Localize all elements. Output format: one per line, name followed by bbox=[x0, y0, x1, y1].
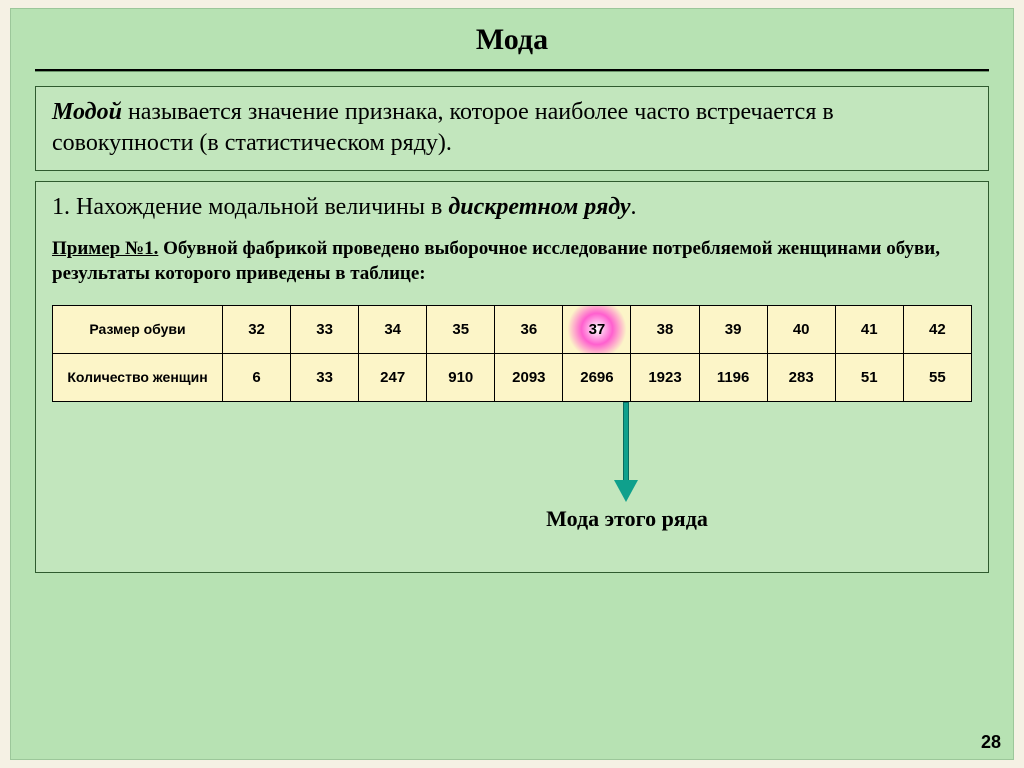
count-cell: 247 bbox=[359, 353, 427, 401]
count-cell: 283 bbox=[767, 353, 835, 401]
size-cell: 38 bbox=[631, 305, 699, 353]
main-box: 1. Нахождение модальной величины в дискр… bbox=[35, 181, 989, 572]
count-cell: 51 bbox=[835, 353, 903, 401]
count-cell: 2093 bbox=[495, 353, 563, 401]
row-label-counts: Количество женщин bbox=[53, 353, 223, 401]
count-cell: 33 bbox=[291, 353, 359, 401]
size-cell: 40 bbox=[767, 305, 835, 353]
definition-text: Модой называется значение признака, кото… bbox=[52, 97, 972, 158]
size-cell: 42 bbox=[903, 305, 971, 353]
count-cell: 1923 bbox=[631, 353, 699, 401]
size-cell: 33 bbox=[291, 305, 359, 353]
title-divider bbox=[35, 69, 989, 72]
arrow-region: Мода этого ряда bbox=[52, 402, 972, 552]
slide-title: Мода bbox=[35, 23, 989, 57]
size-cell: 32 bbox=[223, 305, 291, 353]
count-cell: 1196 bbox=[699, 353, 767, 401]
example-text: Пример №1. Обувной фабрикой проведено вы… bbox=[52, 237, 972, 286]
count-cell: 6 bbox=[223, 353, 291, 401]
row-label-sizes: Размер обуви bbox=[53, 305, 223, 353]
example-label: Пример №1. bbox=[52, 238, 158, 259]
size-cell: 39 bbox=[699, 305, 767, 353]
size-cell: 36 bbox=[495, 305, 563, 353]
title-block: Мода bbox=[11, 9, 1013, 63]
example-body: Обувной фабрикой проведено выборочное ис… bbox=[52, 238, 940, 284]
subheading: 1. Нахождение модальной величины в дискр… bbox=[52, 194, 972, 221]
definition-box: Модой называется значение признака, кото… bbox=[35, 86, 989, 171]
definition-rest: называется значение признака, которое на… bbox=[52, 99, 834, 156]
size-cell-mode: 37 bbox=[563, 305, 631, 353]
size-cell: 35 bbox=[427, 305, 495, 353]
slide: Мода Модой называется значение признака,… bbox=[10, 8, 1014, 760]
count-cell: 910 bbox=[427, 353, 495, 401]
arrow-label: Мода этого ряда bbox=[532, 506, 722, 532]
subhead-plain: 1. Нахождение модальной величины в bbox=[52, 194, 448, 220]
table-row: Количество женщин 6 33 247 910 2093 2696… bbox=[53, 353, 972, 401]
size-cell: 34 bbox=[359, 305, 427, 353]
count-cell: 2696 bbox=[563, 353, 631, 401]
size-cell: 41 bbox=[835, 305, 903, 353]
count-cell: 55 bbox=[903, 353, 971, 401]
definition-lead: Модой bbox=[52, 99, 122, 125]
page-number: 28 bbox=[981, 732, 1001, 753]
table-row: Размер обуви 32 33 34 35 36 37 38 39 40 … bbox=[53, 305, 972, 353]
subhead-tail: . bbox=[631, 194, 637, 220]
arrow-down-icon bbox=[614, 402, 638, 502]
data-table: Размер обуви 32 33 34 35 36 37 38 39 40 … bbox=[52, 305, 972, 402]
subhead-ital: дискретном ряду bbox=[448, 194, 630, 220]
